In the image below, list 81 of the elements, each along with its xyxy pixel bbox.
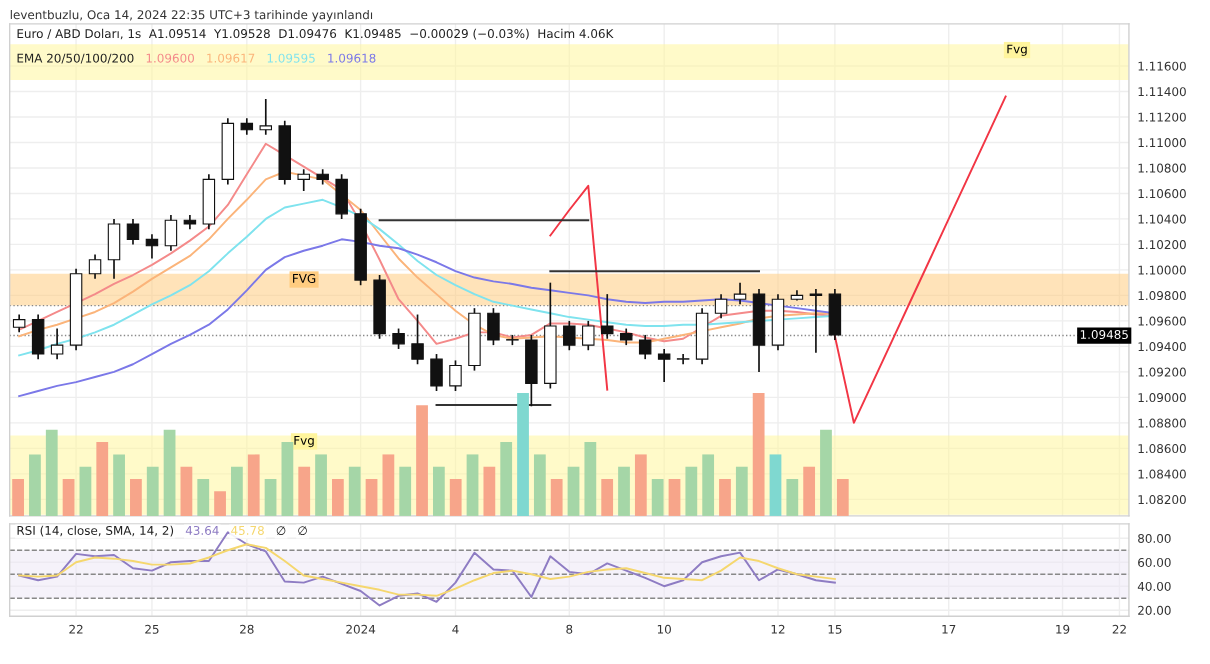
bar: [62, 479, 75, 516]
candlestick: [202, 173, 216, 230]
candlestick: [582, 320, 595, 352]
bar: [264, 479, 277, 516]
bar: [348, 466, 361, 516]
bar: [331, 479, 344, 516]
bar: [163, 429, 176, 516]
bar: [79, 466, 92, 516]
bar: [315, 454, 327, 516]
bar: [550, 479, 563, 516]
bar: [584, 442, 597, 516]
bar: [483, 466, 496, 516]
bar: [432, 466, 445, 516]
bar: [399, 466, 412, 516]
bar: [500, 442, 513, 516]
candlestick: [487, 307, 500, 346]
bar: [752, 392, 765, 516]
line-series: [18, 543, 836, 597]
bar: [96, 442, 109, 516]
bar: [449, 479, 462, 516]
bar: [533, 454, 546, 516]
bar: [517, 392, 529, 516]
line-series: [549, 184, 609, 391]
candlestick: [600, 293, 614, 340]
bar: [685, 466, 698, 516]
bar: [146, 466, 159, 516]
bar: [281, 442, 294, 516]
candlestick: [828, 288, 842, 341]
bar: [12, 479, 24, 516]
candlestick: [771, 293, 785, 352]
bar: [197, 479, 210, 516]
bar: [113, 454, 125, 516]
candlestick: [335, 173, 348, 220]
bar: [180, 466, 193, 516]
candlestick: [563, 320, 576, 352]
candlestick: [733, 281, 747, 306]
candlestick: [31, 313, 45, 360]
candlestick: [430, 353, 443, 392]
candlestick: [638, 334, 652, 360]
bar: [702, 454, 715, 516]
candlestick: [259, 98, 273, 136]
bar: [298, 466, 311, 516]
bar: [365, 479, 378, 516]
bar: [836, 479, 849, 516]
candlestick: [695, 307, 709, 366]
bar: [803, 466, 816, 516]
bar: [382, 454, 395, 516]
bar: [247, 454, 260, 516]
candlestick: [657, 348, 671, 383]
bar: [567, 466, 580, 516]
candlestick: [411, 313, 424, 366]
candlestick: [714, 293, 728, 320]
bar: [618, 466, 630, 516]
candlestick: [525, 334, 538, 408]
bar: [668, 479, 681, 516]
candlestick: [126, 218, 140, 246]
bar: [786, 479, 799, 516]
bar: [735, 466, 748, 516]
bar: [130, 479, 142, 516]
bar: [45, 429, 58, 516]
candlestick: [449, 359, 462, 392]
bar: [214, 491, 226, 516]
candlestick: [145, 233, 159, 260]
candlestick: [88, 253, 102, 280]
bar: [231, 466, 243, 516]
candlestick: [809, 288, 823, 354]
bar: [820, 429, 832, 516]
bar: [634, 454, 647, 516]
candlestick: [392, 327, 405, 350]
candlestick: [676, 353, 690, 366]
candlestick: [164, 214, 178, 252]
candlestick: [297, 168, 310, 192]
bar: [601, 479, 614, 516]
bar: [719, 479, 731, 516]
bar: [466, 454, 479, 516]
bar: [416, 405, 428, 516]
candlestick: [107, 218, 121, 280]
bar: [651, 479, 664, 516]
bar: [769, 454, 782, 516]
candlestick: [50, 327, 64, 360]
bar: [29, 454, 41, 516]
